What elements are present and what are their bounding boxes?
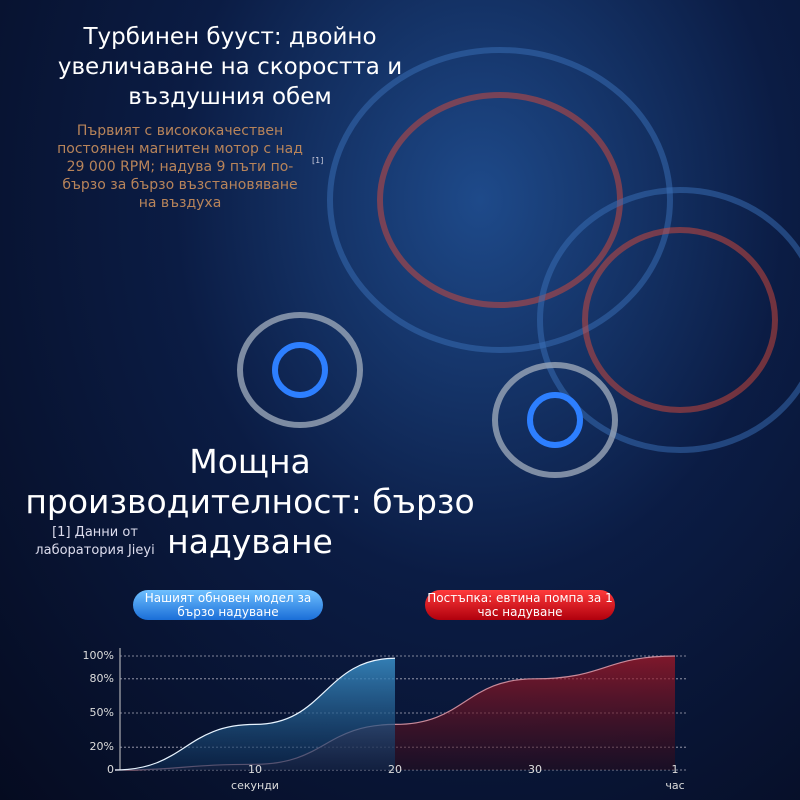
y-tick-label: 0 bbox=[107, 763, 114, 776]
x-tick-label: 10 bbox=[248, 763, 262, 776]
y-tick-label: 50% bbox=[90, 706, 114, 719]
legend-entry: Нашият обновен модел за бързо надуване bbox=[133, 590, 323, 620]
description: Първият с висококачествен постоянен магн… bbox=[57, 123, 303, 211]
legend-entry: Постъпка: евтина помпа за 1 час надуване bbox=[425, 590, 615, 620]
note-mark: [1] bbox=[312, 156, 324, 165]
y-tick-label: 80% bbox=[90, 672, 114, 685]
x-unit-label: секунди bbox=[231, 779, 279, 792]
y-tick-label: 20% bbox=[90, 740, 114, 753]
section-title: Мощна производителност: бързо надуване bbox=[25, 442, 475, 561]
y-tick-label: 100% bbox=[83, 649, 114, 662]
x-unit-label: час bbox=[665, 779, 684, 792]
area bbox=[115, 656, 675, 770]
x-tick-label: 20 bbox=[388, 763, 402, 776]
title: Турбинен бууст: двойно увеличаване на ск… bbox=[57, 24, 403, 110]
line bbox=[114, 657, 396, 771]
area bbox=[115, 658, 395, 770]
footnote: [1] Данни от лаборатория Jieyi bbox=[35, 525, 155, 558]
x-tick-label: 30 bbox=[528, 763, 542, 776]
x-tick-label: 1 bbox=[672, 763, 679, 776]
